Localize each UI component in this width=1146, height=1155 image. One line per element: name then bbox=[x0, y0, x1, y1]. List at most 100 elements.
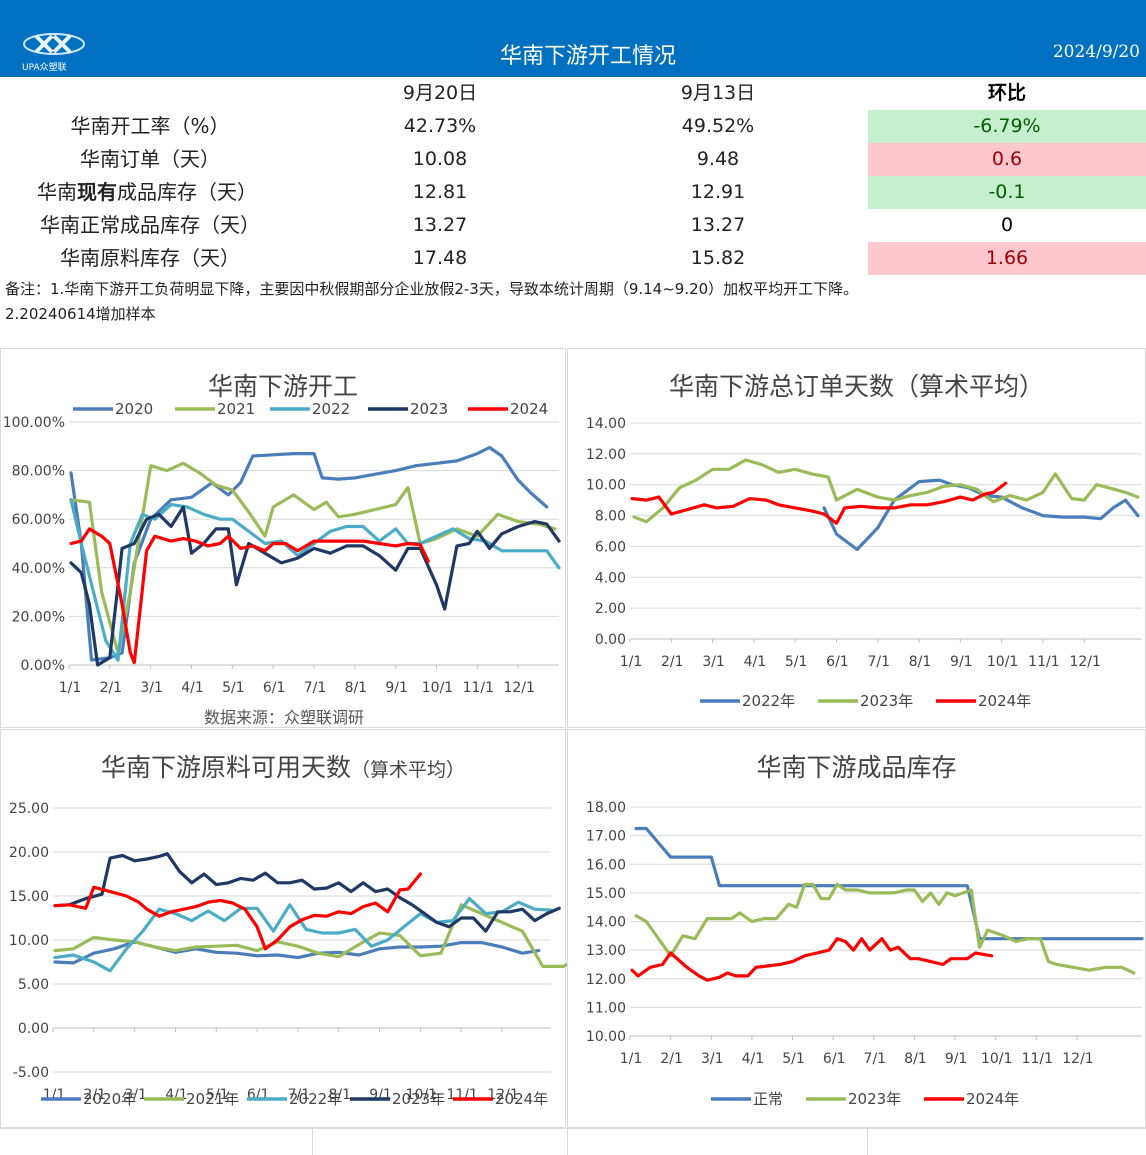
y-tick-label: 16.00 bbox=[586, 857, 626, 873]
footer-divider bbox=[867, 1128, 868, 1155]
report-date: 2024/9/20 bbox=[1052, 42, 1140, 62]
x-tick-label: 10/1 bbox=[981, 1051, 1012, 1067]
x-tick-label: 2/1 bbox=[84, 1087, 107, 1103]
x-tick-label: 5/1 bbox=[222, 680, 245, 696]
row-label: 华南现有成品库存（天） bbox=[0, 176, 297, 209]
y-tick-label: 10.00 bbox=[586, 1029, 626, 1045]
x-tick-label: 1/1 bbox=[620, 654, 643, 670]
chart-title: 华南下游总订单天数（算术平均） bbox=[668, 372, 1044, 401]
legend-label: 2024年 bbox=[495, 1090, 548, 1108]
series-line-3 bbox=[69, 505, 561, 667]
x-tick-label: 7/1 bbox=[867, 654, 890, 670]
y-tick-label: 12.00 bbox=[586, 447, 626, 463]
table-row: 华南正常成品库存（天） 13.27 13.27 0 bbox=[0, 209, 1146, 242]
x-tick-label: 10/1 bbox=[422, 680, 453, 696]
chart-title: 华南下游原料可用天数（算术平均） bbox=[1, 748, 565, 784]
y-tick-label: 10.00 bbox=[586, 478, 626, 494]
series-line-2 bbox=[53, 897, 553, 973]
x-tick-label: 3/1 bbox=[702, 654, 725, 670]
x-tick-label: 7/1 bbox=[304, 680, 327, 696]
y-tick-label: 25.00 bbox=[9, 801, 49, 817]
series-line-1 bbox=[634, 882, 1136, 975]
x-tick-label: 11/1 bbox=[1022, 1051, 1053, 1067]
row-label: 华南正常成品库存（天） bbox=[40, 213, 260, 237]
x-tick-label: 10/1 bbox=[987, 654, 1018, 670]
y-tick-label: 2.00 bbox=[595, 601, 626, 617]
chart-title-main: 华南下游原料可用天数 bbox=[100, 753, 351, 782]
x-tick-label: 2/1 bbox=[100, 680, 123, 696]
y-tick-label: 20.00 bbox=[9, 845, 49, 861]
legend-label: 2022 bbox=[312, 400, 350, 418]
x-tick-label: 5/1 bbox=[782, 1051, 805, 1067]
y-tick-label: 40.00% bbox=[12, 561, 65, 577]
row-label-pre: 华南 bbox=[37, 180, 77, 204]
y-tick-label: 100.00% bbox=[3, 415, 65, 431]
x-tick-label: 12/1 bbox=[503, 680, 534, 696]
y-tick-label: 0.00 bbox=[595, 632, 626, 648]
value-current: 42.73% bbox=[403, 115, 477, 137]
x-tick-label: 1/1 bbox=[59, 680, 82, 696]
value-previous: 12.91 bbox=[690, 181, 746, 203]
legend-label: 2023年 bbox=[860, 692, 913, 710]
y-tick-label: 14.00 bbox=[586, 915, 626, 931]
chart-panel-order-days: 华南下游总订单天数（算术平均） 0.00 2.00 4.00 6.00 8.00 10.0… bbox=[567, 348, 1146, 728]
x-tick-label: 11/1 bbox=[463, 680, 494, 696]
series-line-1 bbox=[69, 461, 557, 655]
x-tick-label: 12/1 bbox=[487, 1087, 518, 1103]
y-tick-label: 17.00 bbox=[586, 829, 626, 845]
series-line-0 bbox=[634, 826, 1144, 941]
value-change: 0.6 bbox=[868, 143, 1146, 176]
note-line-1: 备注：1.华南下游开工负荷明显下降，主要因中秋假期部分企业放假2-3天，导致本统… bbox=[5, 280, 859, 298]
x-tick-label: 10/1 bbox=[406, 1087, 437, 1103]
y-tick-label: 20.00% bbox=[12, 609, 65, 625]
y-tick-label: 15.00 bbox=[9, 889, 49, 905]
col-header-change: 环比 bbox=[987, 82, 1026, 104]
x-tick-label: 3/1 bbox=[124, 1087, 147, 1103]
chart-source: 数据来源：众塑联调研 bbox=[203, 708, 364, 727]
x-tick-label: 4/1 bbox=[744, 654, 767, 670]
col-header-previous: 9月13日 bbox=[680, 82, 756, 104]
row-label-bold: 现有 bbox=[77, 180, 117, 204]
x-tick-label: 3/1 bbox=[140, 680, 163, 696]
value-change: -6.79% bbox=[868, 110, 1146, 143]
x-tick-label: 8/1 bbox=[328, 1087, 351, 1103]
value-previous: 9.48 bbox=[696, 148, 740, 170]
x-tick-label: 2/1 bbox=[661, 654, 684, 670]
x-tick-label: 4/1 bbox=[181, 680, 204, 696]
operating-rate-chart: 0.00% 20.00% 40.00% 60.00% 80.00% 100.00% 1/1 2… bbox=[3, 400, 561, 696]
value-current: 13.27 bbox=[412, 214, 468, 236]
y-tick-label: 60.00% bbox=[12, 512, 65, 528]
value-current: 10.08 bbox=[412, 148, 468, 170]
page-title: 华南下游开工情况 bbox=[499, 44, 676, 69]
legend-label: 正常 bbox=[753, 1090, 783, 1108]
row-label: 华南订单（天） bbox=[80, 147, 220, 171]
chart-title: 华南下游开工 bbox=[207, 372, 358, 401]
legend-label: 2024年 bbox=[978, 692, 1031, 710]
series-line-1 bbox=[632, 458, 1140, 524]
legend-label: 2023 bbox=[410, 400, 448, 418]
series-line-3 bbox=[53, 852, 561, 933]
finished-inventory-chart: 10.00 11.00 12.00 13.00 14.00 15.00 16.00 17.00… bbox=[586, 800, 1144, 1108]
legend-label: 2024年 bbox=[966, 1090, 1019, 1108]
note-line-2: 2.20240614增加样本 bbox=[5, 305, 156, 323]
footer-divider bbox=[567, 1128, 568, 1155]
x-tick-label: 8/1 bbox=[904, 1051, 927, 1067]
x-tick-label: 8/1 bbox=[909, 654, 932, 670]
legend-label: 2023年 bbox=[848, 1090, 901, 1108]
value-change: 1.66 bbox=[868, 242, 1146, 275]
y-tick-label: 0.00% bbox=[21, 658, 65, 674]
table-row: 华南订单（天） 10.08 9.48 0.6 bbox=[0, 143, 1146, 176]
x-tick-label: 7/1 bbox=[288, 1087, 311, 1103]
y-tick-label: 4.00 bbox=[595, 570, 626, 586]
y-tick-label: 13.00 bbox=[586, 943, 626, 959]
y-tick-label: 18.00 bbox=[586, 800, 626, 816]
series-line-1 bbox=[53, 903, 567, 968]
row-label: 华南原料库存（天） bbox=[60, 246, 240, 270]
order-days-chart: 0.00 2.00 4.00 6.00 8.00 10.00 12.00 14.00 1/1 2/… bbox=[586, 416, 1142, 710]
footer-bar bbox=[0, 1128, 1146, 1155]
x-tick-label: 2/1 bbox=[660, 1051, 683, 1067]
chart-panel-finished-inventory: 华南下游成品库存 10.00 11.00 12.00 13.00 14.00 15.00 1… bbox=[567, 729, 1146, 1128]
series-line-2 bbox=[630, 481, 1008, 525]
y-tick-label: 8.00 bbox=[595, 509, 626, 525]
